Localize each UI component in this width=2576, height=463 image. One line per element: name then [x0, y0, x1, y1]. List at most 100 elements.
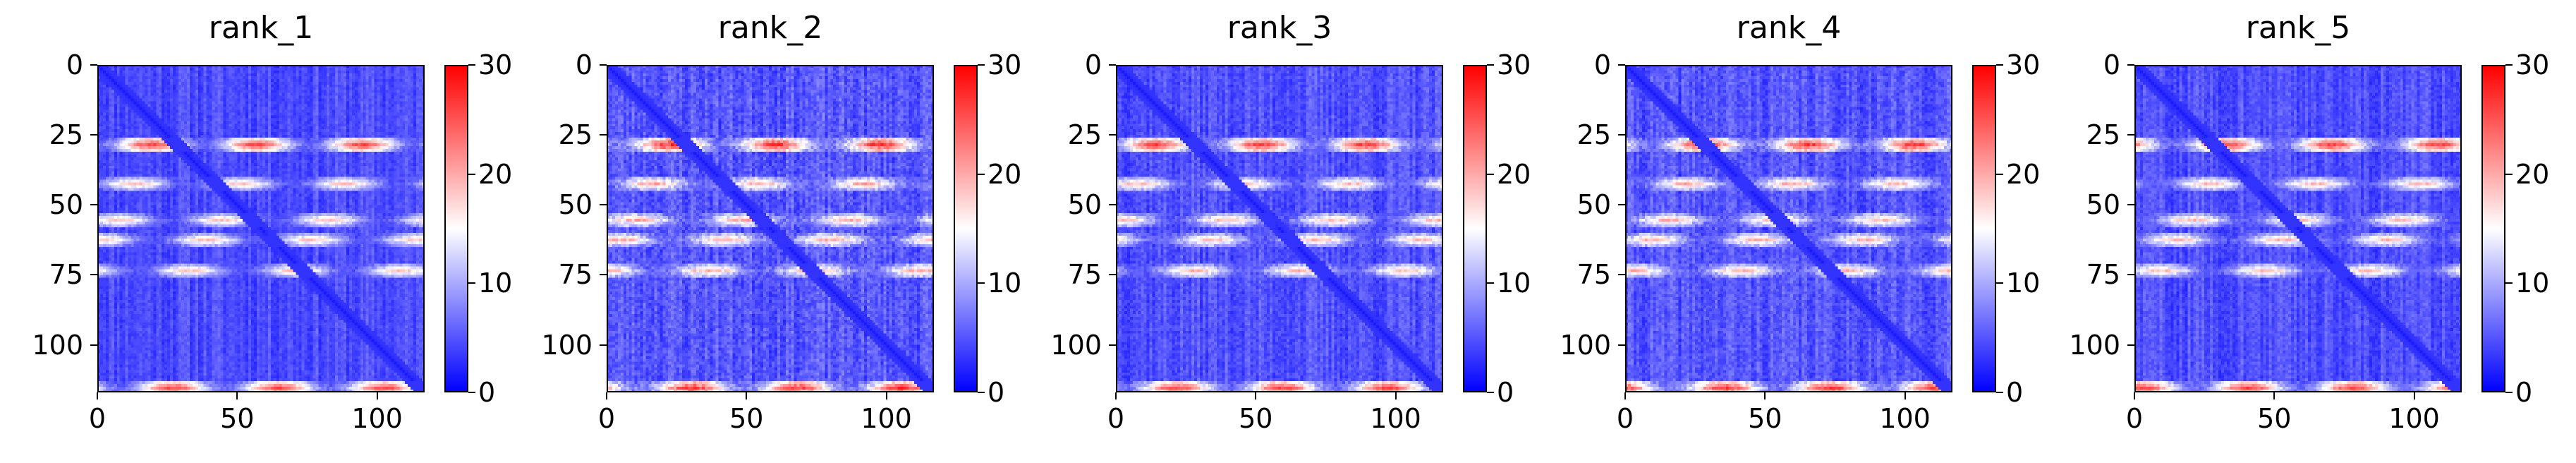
x-tick-mark: [236, 392, 238, 399]
y-tick-mark: [1109, 274, 1116, 276]
x-tick-mark: [1255, 392, 1257, 399]
y-tick-mark: [1109, 134, 1116, 136]
colorbar-tick-mark: [1996, 173, 2003, 175]
plot-frame: [97, 65, 425, 392]
colorbar-tick-mark: [1487, 282, 1494, 284]
colorbar: [1463, 65, 1487, 392]
colorbar-tick-mark: [978, 282, 985, 284]
panel-title: rank_4: [1736, 10, 1842, 46]
y-tick-mark: [1109, 344, 1116, 346]
colorbar-tick-mark: [2505, 282, 2513, 284]
colorbar-tick-label: 0: [1497, 377, 1514, 408]
y-tick-mark: [2127, 274, 2134, 276]
y-tick-label: 0: [66, 49, 83, 80]
colorbar-tick-label: 30: [1497, 49, 1531, 80]
colorbar-tick-mark: [468, 392, 475, 393]
x-tick-label: 50: [220, 403, 255, 434]
x-tick-label: 50: [1748, 403, 1782, 434]
colorbar-tick-label: 30: [478, 49, 513, 80]
x-tick-mark: [1764, 392, 1766, 399]
y-tick-label: 25: [2086, 119, 2120, 151]
y-tick-mark: [90, 204, 97, 206]
colorbar-tick-mark: [978, 173, 985, 175]
y-tick-label: 25: [49, 119, 83, 151]
colorbar-tick-mark: [2505, 64, 2513, 66]
x-tick-mark: [1624, 392, 1626, 399]
x-tick-label: 0: [597, 403, 616, 434]
y-tick-label: 100: [1050, 329, 1102, 361]
colorbar-tick-mark: [468, 282, 475, 284]
colorbar-gradient: [1972, 65, 1996, 392]
colorbar-tick-mark: [1487, 392, 1494, 393]
x-tick-label: 100: [1879, 403, 1931, 434]
x-tick-mark: [2134, 392, 2135, 399]
colorbar-tick-label: 20: [988, 158, 1022, 190]
colorbar-gradient: [1463, 65, 1487, 392]
y-tick-mark: [1109, 64, 1116, 66]
x-tick-label: 100: [2388, 403, 2440, 434]
x-tick-label: 100: [1370, 403, 1421, 434]
colorbar-tick-label: 0: [2006, 377, 2024, 408]
panel-title: rank_2: [717, 10, 823, 46]
x-tick-label: 50: [2257, 403, 2292, 434]
y-tick-label: 50: [1576, 189, 1611, 221]
y-tick-mark: [600, 344, 607, 346]
y-tick-label: 75: [49, 259, 83, 291]
y-tick-label: 100: [2069, 329, 2120, 361]
y-tick-label: 50: [1067, 189, 1102, 221]
y-tick-label: 0: [1593, 49, 1611, 80]
colorbar-tick-label: 10: [478, 267, 513, 299]
y-tick-label: 0: [1084, 49, 1102, 80]
x-tick-label: 0: [1107, 403, 1125, 434]
x-tick-label: 100: [351, 403, 403, 434]
colorbar-tick-label: 0: [478, 377, 496, 408]
x-tick-mark: [746, 392, 748, 399]
colorbar-tick-label: 30: [2006, 49, 2041, 80]
x-tick-mark: [376, 392, 378, 399]
x-tick-label: 0: [2125, 403, 2144, 434]
heatmap-image: [97, 65, 425, 392]
y-tick-mark: [1618, 274, 1625, 276]
y-tick-label: 75: [558, 259, 593, 291]
x-tick-mark: [1115, 392, 1117, 399]
x-tick-label: 50: [729, 403, 764, 434]
x-tick-label: 100: [861, 403, 912, 434]
colorbar-tick-label: 10: [988, 267, 1022, 299]
colorbar: [2481, 65, 2505, 392]
colorbar-tick-mark: [2505, 173, 2513, 175]
heatmap-panel: rank_3 0 25 50 75 100 0 50 100 0 10 20 30: [1019, 0, 1531, 463]
x-tick-mark: [97, 392, 98, 399]
colorbar-tick-label: 0: [2515, 377, 2533, 408]
plot-frame: [1625, 65, 1952, 392]
plot-frame: [1116, 65, 1443, 392]
x-tick-mark: [885, 392, 887, 399]
y-tick-mark: [1618, 344, 1625, 346]
y-tick-label: 75: [2086, 259, 2120, 291]
colorbar-tick-mark: [1487, 64, 1494, 66]
heatmap-image: [1116, 65, 1443, 392]
y-tick-label: 100: [32, 329, 83, 361]
y-tick-label: 25: [558, 119, 593, 151]
y-tick-mark: [2127, 134, 2134, 136]
colorbar-tick-mark: [1996, 282, 2003, 284]
x-tick-mark: [606, 392, 607, 399]
y-tick-mark: [1618, 134, 1625, 136]
colorbar-tick-mark: [978, 64, 985, 66]
heatmap-image: [607, 65, 934, 392]
colorbar: [1972, 65, 1996, 392]
colorbar-tick-label: 10: [1497, 267, 1531, 299]
y-tick-mark: [1109, 204, 1116, 206]
y-tick-label: 100: [1560, 329, 1611, 361]
panel-title: rank_5: [2245, 10, 2351, 46]
colorbar-tick-mark: [468, 64, 475, 66]
panel-title: rank_3: [1227, 10, 1332, 46]
colorbar-tick-mark: [1996, 64, 2003, 66]
plot-frame: [2134, 65, 2462, 392]
y-tick-label: 75: [1576, 259, 1611, 291]
colorbar-tick-mark: [2505, 392, 2513, 393]
y-tick-mark: [600, 134, 607, 136]
y-tick-mark: [2127, 64, 2134, 66]
y-tick-mark: [600, 274, 607, 276]
x-tick-label: 0: [1616, 403, 1634, 434]
colorbar-tick-label: 10: [2006, 267, 2041, 299]
